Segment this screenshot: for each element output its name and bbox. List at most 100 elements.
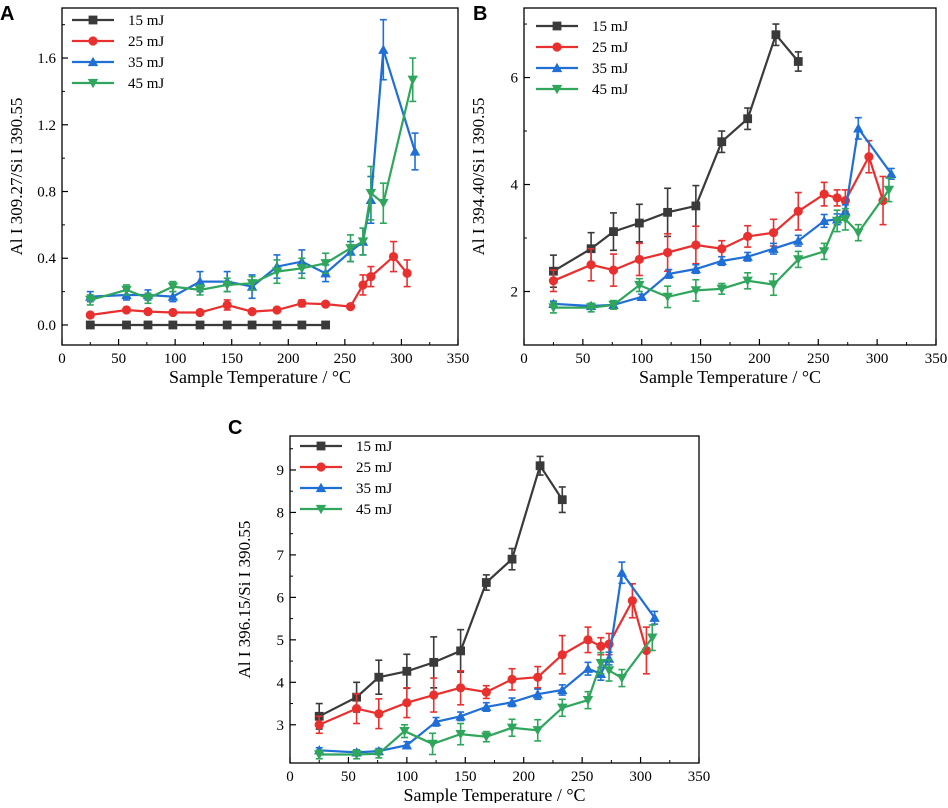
data-point	[374, 672, 384, 682]
legend-marker	[315, 482, 327, 493]
data-point	[85, 310, 95, 320]
legend-marker	[552, 21, 562, 31]
legend-item-25mj: 25 mJ	[72, 34, 164, 50]
data-point	[603, 666, 615, 676]
series-b-15mj-line	[552, 32, 800, 273]
series-b-25mj	[548, 139, 888, 293]
data-point	[195, 320, 205, 330]
y-axis-label: Al I 309.27/Si I 390.55	[7, 98, 26, 256]
data-point	[321, 320, 331, 330]
legend-marker	[315, 504, 327, 515]
data-point	[557, 650, 567, 660]
data-point	[634, 280, 645, 291]
data-point	[378, 44, 389, 54]
data-point	[663, 268, 674, 279]
series-c-45mj	[314, 624, 658, 760]
data-point	[864, 152, 874, 162]
x-tick-label: 0	[58, 351, 66, 367]
data-point	[742, 251, 753, 261]
data-point	[647, 633, 658, 643]
data-point	[595, 659, 607, 669]
legend-item-15mj: 15 mJ	[72, 13, 164, 29]
data-point	[314, 720, 324, 730]
data-point	[583, 635, 593, 645]
data-point	[831, 216, 843, 227]
data-point	[793, 57, 803, 66]
data-point	[743, 114, 753, 124]
data-point	[297, 320, 307, 330]
data-point	[690, 263, 702, 274]
legend-item-25mj: 25 mJ	[300, 460, 392, 476]
data-point	[634, 254, 644, 265]
legend-item-45mj: 45 mJ	[72, 76, 164, 92]
series-a-45mj-line	[90, 79, 414, 302]
y-tick-label: 9	[277, 463, 285, 479]
data-point	[272, 320, 282, 330]
data-point	[168, 320, 178, 330]
x-tick-label: 0	[520, 351, 528, 367]
series-b-45mj	[548, 177, 895, 314]
data-point	[143, 320, 153, 330]
data-point	[535, 461, 545, 471]
data-point	[507, 554, 517, 564]
y-tick-label: 2	[511, 285, 519, 301]
data-point	[456, 683, 466, 693]
legend-item-25mj: 25 mJ	[536, 40, 628, 56]
data-point	[832, 193, 842, 203]
legend: 15 mJ 25 mJ 35 mJ 45 mJ	[536, 19, 628, 98]
data-point	[819, 189, 829, 199]
data-point	[247, 320, 257, 330]
data-point	[374, 709, 384, 719]
y-tick-label: 1.2	[37, 118, 56, 134]
data-point	[742, 276, 753, 287]
data-point	[818, 247, 830, 257]
legend-marker	[552, 42, 562, 52]
x-tick-label: 300	[629, 769, 652, 785]
data-point	[793, 235, 804, 245]
data-point	[247, 307, 257, 317]
data-point	[345, 244, 356, 254]
data-point	[365, 189, 377, 199]
x-tick-label: 150	[220, 351, 243, 367]
data-point	[506, 723, 518, 733]
data-point	[407, 75, 418, 85]
data-point	[222, 300, 232, 310]
x-tick-label: 350	[925, 351, 948, 367]
data-point	[85, 295, 96, 306]
data-point	[532, 726, 543, 736]
data-point	[402, 698, 412, 708]
chart-panel-a: A 0 50 100 150 200 250 300 350 0.0 0.4 0.8 1.2 1.6 Sam…	[0, 3, 469, 387]
legend: 15 mJ 25 mJ 35 mJ 45 mJ	[300, 439, 392, 518]
y-tick-label: 4	[511, 178, 519, 194]
data-point	[840, 215, 851, 225]
x-tick-label: 100	[630, 351, 653, 367]
data-point	[616, 567, 628, 577]
data-point	[886, 168, 897, 178]
data-point	[358, 280, 368, 290]
data-point	[662, 292, 673, 303]
data-point	[557, 703, 568, 713]
data-point	[883, 185, 895, 196]
y-tick-label: 4	[277, 675, 285, 691]
x-tick-label: 200	[512, 769, 535, 785]
data-point	[582, 663, 594, 673]
data-point	[429, 690, 439, 700]
data-point	[548, 303, 559, 313]
legend-label: 25 mJ	[356, 460, 392, 476]
x-tick-label: 200	[277, 351, 300, 367]
data-point	[296, 264, 308, 274]
y-axis-label: Al I 396.15/Si I 390.55	[235, 521, 254, 679]
legend-label: 35 mJ	[128, 55, 164, 71]
legend-label: 15 mJ	[128, 13, 164, 29]
data-point	[481, 701, 492, 712]
series-c-15mj	[314, 455, 567, 730]
panel-letter-b: B	[473, 3, 487, 25]
data-point	[507, 674, 517, 684]
data-point	[663, 207, 673, 217]
data-point	[357, 237, 369, 247]
legend-label: 45 mJ	[356, 502, 392, 518]
x-tick-label: 150	[689, 351, 712, 367]
legend-marker	[87, 78, 99, 89]
data-point	[691, 240, 701, 250]
x-tick-label: 350	[688, 769, 711, 785]
